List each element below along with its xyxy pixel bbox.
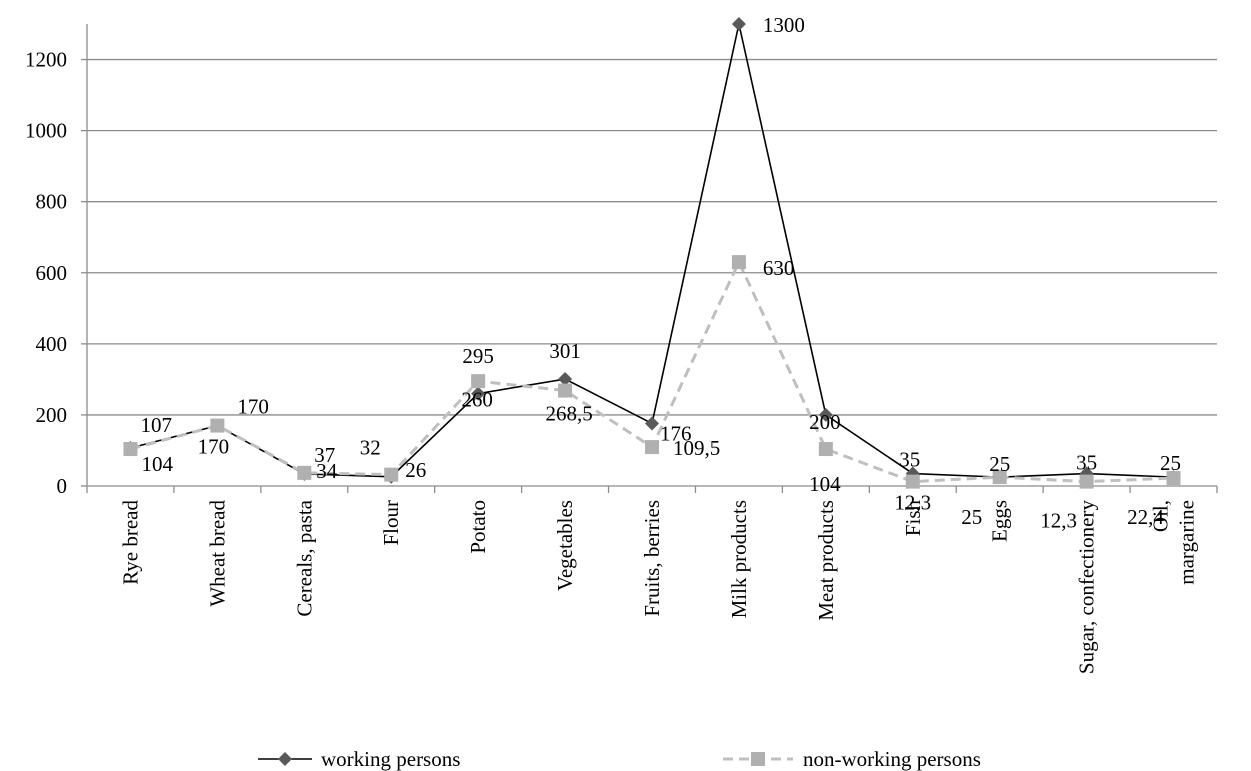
y-tick-label: 800 <box>36 190 68 214</box>
y-tick-label: 200 <box>36 403 68 427</box>
data-point-working <box>645 416 659 431</box>
data-label-working: 260 <box>461 388 493 412</box>
x-tick-label: Vegetables <box>553 500 577 591</box>
data-point-non-working <box>731 255 746 270</box>
data-point-working <box>471 386 486 401</box>
x-tick-label: Wheat bread <box>205 500 229 607</box>
series-group <box>123 17 1181 489</box>
data-label-working: 35 <box>1076 451 1097 475</box>
data-labels: 107 170 34 26 260 301 176 1300 200 35 25 35 25 104 170… <box>140 13 1181 533</box>
data-label-non-working: 25 <box>961 505 982 529</box>
data-label-working: 35 <box>899 448 920 472</box>
data-label-non-working: 268,5 <box>545 402 592 426</box>
data-point-non-working <box>297 465 312 480</box>
data-label-working: 34 <box>316 459 338 483</box>
data-point-non-working <box>123 442 138 457</box>
x-tick-label: Cereals, pasta <box>292 499 316 616</box>
data-label-non-working: 104 <box>809 472 841 496</box>
data-label-non-working: 22,4 <box>1127 505 1164 529</box>
data-label-working: 25 <box>989 452 1010 476</box>
legend-marker-non-working <box>751 752 765 766</box>
y-axis-ticks: 0 200 400 600 800 1000 1200 <box>25 48 87 498</box>
legend-label-non-working: non-working persons <box>803 747 981 771</box>
series-line-working <box>130 23 1174 478</box>
data-label-working: 200 <box>809 410 841 434</box>
data-label-working: 170 <box>237 395 269 419</box>
data-label-non-working: 630 <box>763 256 795 280</box>
x-tick-label: Milk products <box>727 500 751 618</box>
x-tick-label: Potato <box>466 500 490 554</box>
y-tick-label: 1000 <box>25 119 67 143</box>
x-axis-ticks: Rye bread Wheat bread Cereals, pasta Flour P… <box>86 486 1218 675</box>
data-point-non-working <box>818 442 833 457</box>
data-label-working: 176 <box>660 421 692 445</box>
legend: working persons non-working persons <box>258 747 981 771</box>
data-point-non-working <box>905 474 920 489</box>
data-label-non-working: 104 <box>141 452 173 476</box>
legend-marker-working <box>278 752 292 766</box>
data-point-non-working <box>645 440 659 455</box>
data-label-working: 26 <box>405 458 426 482</box>
data-label-working: 1300 <box>763 13 805 37</box>
x-tick-label: Oil, <box>1149 500 1173 532</box>
x-tick-label: margarine <box>1175 500 1199 585</box>
data-point-non-working <box>471 374 486 389</box>
axes <box>86 24 1217 487</box>
data-label-non-working: 12,3 <box>894 491 931 515</box>
x-tick-label: Meat products <box>814 500 838 621</box>
x-tick-label: Flour <box>379 500 403 546</box>
legend-label-working: working persons <box>321 747 460 771</box>
y-tick-label: 400 <box>36 332 68 356</box>
x-tick-label: Rye bread <box>118 500 142 585</box>
y-tick-label: 1200 <box>25 48 67 72</box>
data-label-working: 107 <box>140 413 172 437</box>
x-tick-label: Sugar, confectionery <box>1075 500 1099 675</box>
data-point-non-working <box>1166 471 1181 486</box>
data-point-working <box>558 372 573 387</box>
data-point-working <box>731 17 746 31</box>
x-tick-label: Fruits, berries <box>640 500 664 617</box>
data-point-non-working <box>384 467 399 482</box>
gridlines <box>87 58 1217 416</box>
y-tick-label: 600 <box>36 261 68 285</box>
x-tick-label: Fish <box>901 500 925 537</box>
data-label-non-working: 32 <box>360 436 381 460</box>
data-label-non-working: 37 <box>314 443 335 467</box>
data-label-non-working: 170 <box>198 435 230 459</box>
data-point-non-working <box>210 418 225 433</box>
data-label-non-working: 12,3 <box>1040 509 1077 533</box>
data-point-non-working <box>1079 474 1094 489</box>
data-point-non-working <box>992 470 1007 485</box>
y-tick-label: 0 <box>57 474 68 498</box>
data-point-non-working <box>558 383 573 398</box>
data-label-non-working: 109,5 <box>673 436 720 460</box>
data-label-non-working: 295 <box>462 344 494 368</box>
data-point-working <box>818 407 833 422</box>
data-label-working: 301 <box>549 339 581 363</box>
data-label-working: 25 <box>1160 451 1181 475</box>
x-tick-label: Eggs <box>988 500 1012 542</box>
